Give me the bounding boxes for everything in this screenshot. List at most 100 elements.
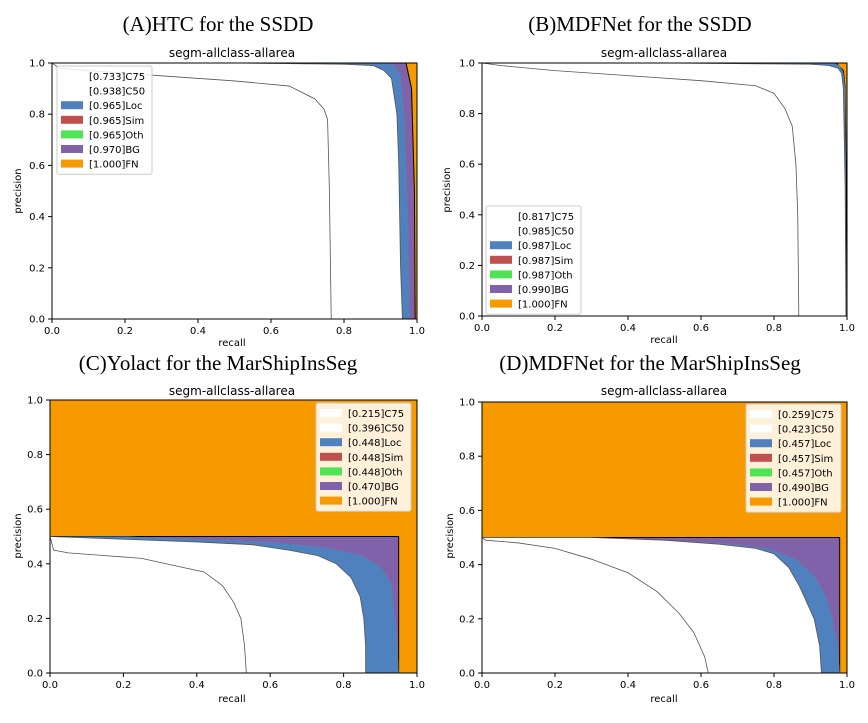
legend-label-c75-d: [0.259]C75 (778, 410, 834, 421)
xtick-label-d-0: 0.0 (474, 680, 490, 691)
legend-label-loc-b: [0.987]Loc (518, 241, 571, 252)
xtick-label-a-2: 0.4 (190, 326, 206, 337)
panel-a: (A)HTC for the SSDD segm-allclass-allare… (13, 12, 313, 349)
panel-c: (C)Yolact for the MarShipInsSeg segm-all… (13, 351, 358, 705)
curve-bg-c (50, 536, 400, 673)
curve-c75-b (481, 62, 800, 317)
ytick-label-d-0: 0.0 (459, 669, 475, 680)
axes-frame-a (51, 62, 418, 320)
xtick-label-a-1: 0.2 (117, 326, 133, 337)
legend-label-sim-a: [0.965]Sim (89, 116, 144, 127)
ytick-label-d-4: 0.8 (459, 452, 475, 463)
legend-label-c75-a: [0.733]C75 (89, 72, 145, 83)
legend-swatch-c75-b (490, 212, 512, 220)
legend-swatch-sim-c (320, 452, 342, 461)
panel-b-ylabel: precision (442, 167, 453, 212)
curve-c50-d (482, 537, 822, 674)
legend-a: [0.733]C75 [0.938]C50 [0.965]Loc [0.965]Sim… (56, 65, 153, 175)
panel-c-xlabel: recall (218, 694, 245, 705)
xtick-label-d-4: 0.8 (766, 680, 782, 691)
legend-swatch-oth-c (320, 467, 342, 476)
panel-d-caption: (D)MDFNet for the MarShipInsSeg (499, 351, 801, 375)
legend-swatch-loc-a (61, 101, 83, 110)
legend-swatch-sim-a (61, 115, 83, 124)
legend-label-c50-b: [0.985]C50 (518, 227, 574, 238)
panel-c-caption: (C)Yolact for the MarShipInsSeg (79, 351, 358, 375)
xtick-label-c-2: 0.4 (189, 680, 205, 691)
legend-swatch-bg-b (490, 285, 512, 293)
axes-frame-b (481, 62, 848, 317)
ytick-label-b-2: 0.4 (459, 210, 475, 221)
panel-d: (D)MDFNet for the MarShipInsSeg segm-all… (445, 351, 801, 705)
ytick-label-c-0: 0.0 (27, 669, 43, 680)
panel-b-title: segm-allclass-allarea (601, 46, 727, 60)
panel-a-title: segm-allclass-allarea (169, 46, 295, 60)
legend-swatch-fn-d (750, 497, 772, 506)
panel-b: (B)MDFNet for the SSDD segm-allclass-all… (442, 12, 752, 346)
panel-a-ylabel: precision (13, 168, 24, 213)
legend-swatch-oth-a (61, 130, 83, 139)
legend-d: [0.259]C75 [0.423]C50 [0.457]Loc [0.457]Sim… (745, 403, 842, 513)
legend-c: [0.215]C75 [0.396]C50 [0.448]Loc [0.448]Sim… (315, 402, 412, 512)
xtick-label-a-4: 0.8 (336, 326, 352, 337)
legend-label-c50-d: [0.423]C50 (778, 425, 834, 436)
xtick-label-a-3: 0.6 (263, 326, 279, 337)
ytick-label-a-5: 1.0 (29, 59, 45, 70)
legend-swatch-loc-b (490, 241, 512, 250)
ytick-label-a-0: 0.0 (29, 315, 45, 326)
curve-c50-c (49, 536, 367, 673)
xtick-label-c-0: 0.0 (42, 680, 58, 691)
ytick-label-a-3: 0.6 (29, 161, 45, 172)
legend-label-oth-c: [0.448]Oth (348, 467, 403, 478)
ytick-label-b-1: 0.2 (459, 261, 475, 272)
legend-label-bg-b: [0.990]BG (518, 285, 569, 296)
legend-label-bg-c: [0.470]BG (348, 482, 399, 493)
ytick-label-a-4: 0.8 (29, 110, 45, 121)
legend-swatch-fn-b (490, 299, 512, 308)
legend-label-loc-d: [0.457]Loc (778, 439, 831, 450)
ytick-label-a-1: 0.2 (29, 263, 45, 274)
legend-label-sim-c: [0.448]Sim (348, 453, 403, 464)
legend-swatch-oth-b (490, 270, 512, 279)
ytick-label-c-3: 0.6 (27, 505, 43, 516)
xtick-label-b-3: 0.6 (693, 323, 709, 334)
legend-swatch-fn-a (61, 159, 83, 168)
ytick-label-d-5: 1.0 (459, 398, 475, 409)
xtick-label-d-5: 1.0 (839, 680, 855, 691)
xtick-label-d-3: 0.6 (693, 680, 709, 691)
panel-a-caption: (A)HTC for the SSDD (123, 12, 314, 36)
xtick-label-b-2: 0.4 (620, 323, 636, 334)
legend-swatch-c50-b (490, 226, 512, 235)
legend-label-fn-a: [1.000]FN (89, 160, 139, 171)
legend-label-bg-a: [0.970]BG (89, 145, 140, 156)
plot-c: 0.0 0.2 0.4 0.6 0.8 1.0 0.0 0.2 0.4 0.6 0.8 1.0 [0.2… (27, 396, 425, 692)
legend-label-c50-c: [0.396]C50 (348, 424, 404, 435)
legend-label-bg-d: [0.490]BG (778, 483, 829, 494)
legend-swatch-c75-c (320, 409, 342, 417)
legend-swatch-c50-a (61, 86, 83, 95)
panel-d-title: segm-allclass-allarea (601, 384, 727, 398)
plot-d: 0.0 0.2 0.4 0.6 0.8 1.0 0.0 0.2 0.4 0.6 0.8 1.0 [0.2… (459, 398, 855, 692)
xtick-label-c-5: 1.0 (409, 680, 425, 691)
legend-swatch-bg-d (750, 483, 772, 491)
legend-label-fn-d: [1.000]FN (778, 498, 828, 509)
legend-swatch-fn-c (320, 496, 342, 505)
legend-swatch-c75-d (750, 410, 772, 418)
legend-swatch-c50-d (750, 424, 772, 433)
legend-swatch-loc-c (320, 438, 342, 447)
panel-a-xlabel: recall (218, 338, 245, 349)
area-c75-d (482, 537, 709, 673)
curve-c75-d (481, 537, 709, 674)
legend-label-fn-b: [1.000]FN (518, 300, 568, 311)
xtick-label-b-0: 0.0 (474, 323, 490, 334)
ytick-label-a-2: 0.4 (29, 212, 45, 223)
plot-b: 0.0 0.2 0.4 0.6 0.8 1.0 0.0 0.2 0.4 0.6 0.8 1.0 [0.8… (459, 59, 855, 335)
ytick-label-c-2: 0.4 (27, 559, 43, 570)
xtick-label-c-4: 0.8 (336, 680, 352, 691)
plot-a: 0.0 0.2 0.4 0.6 0.8 1.0 0.0 0.2 0.4 0.6 0.8 1.0 [0.7… (29, 59, 425, 338)
xtick-label-c-3: 0.6 (262, 680, 278, 691)
xtick-label-a-5: 1.0 (409, 326, 425, 337)
xtick-label-d-1: 0.2 (547, 680, 563, 691)
curve-c50-a (52, 62, 403, 320)
